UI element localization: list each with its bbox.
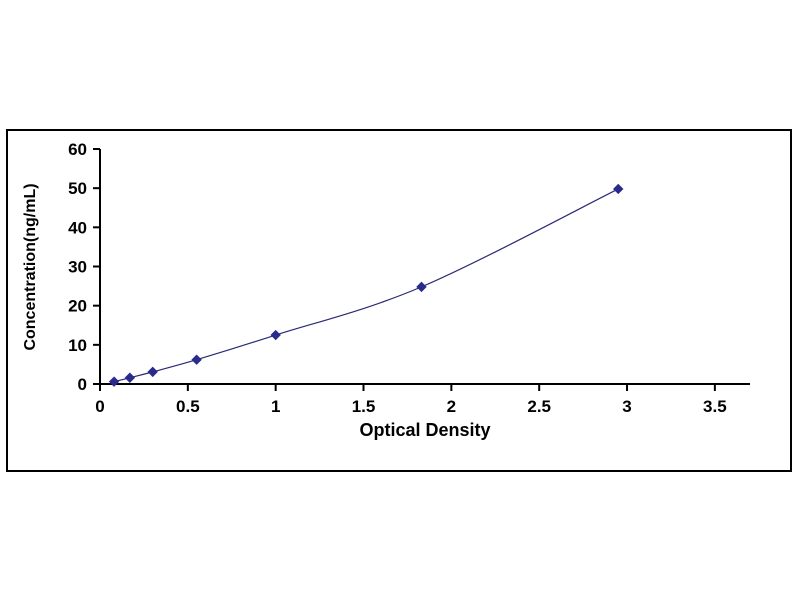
data-point-diamond: [108, 376, 120, 387]
x-tick-label: 3.5: [703, 397, 727, 416]
y-axis-title: Concentration(ng/mL): [22, 183, 39, 350]
y-tick-label: 40: [68, 218, 87, 237]
y-tick-label: 20: [68, 297, 87, 316]
x-axis-title: Optical Density: [359, 420, 490, 440]
series-line: [113, 188, 619, 383]
data-point-diamond: [124, 372, 136, 383]
data-point-diamond: [416, 281, 427, 293]
data-point-diamond: [147, 366, 158, 378]
data-point-diamond: [613, 183, 624, 195]
x-tick-label: 0: [95, 397, 104, 416]
x-tick-label: 2: [447, 397, 456, 416]
y-tick-label: 0: [78, 375, 87, 394]
x-tick-label: 1.5: [352, 397, 376, 416]
y-tick-label: 10: [68, 336, 87, 355]
elisa-standard-curve-chart: 0 0.5 1 1.5 2 2.5 3 3.5 0 10 20 30 40 50 60 Optical De…: [6, 129, 792, 472]
x-tick-label: 3: [622, 397, 631, 416]
x-tick-label: 2.5: [527, 397, 551, 416]
x-tick-label: 1: [271, 397, 280, 416]
y-tick-label: 30: [68, 258, 87, 277]
y-tick-label: 50: [68, 179, 87, 198]
y-tick-label: 60: [68, 140, 87, 159]
x-tick-label: 0.5: [176, 397, 200, 416]
data-point-diamond: [270, 329, 281, 341]
plot-layer: 0 0.5 1 1.5 2 2.5 3 3.5 0 10 20 30 40 50 60: [68, 140, 750, 416]
standard-curve-plot: 0 0.5 1 1.5 2 2.5 3 3.5 0 10 20 30 40 50 60 Optical De…: [22, 140, 750, 440]
data-point-diamond: [191, 354, 202, 365]
